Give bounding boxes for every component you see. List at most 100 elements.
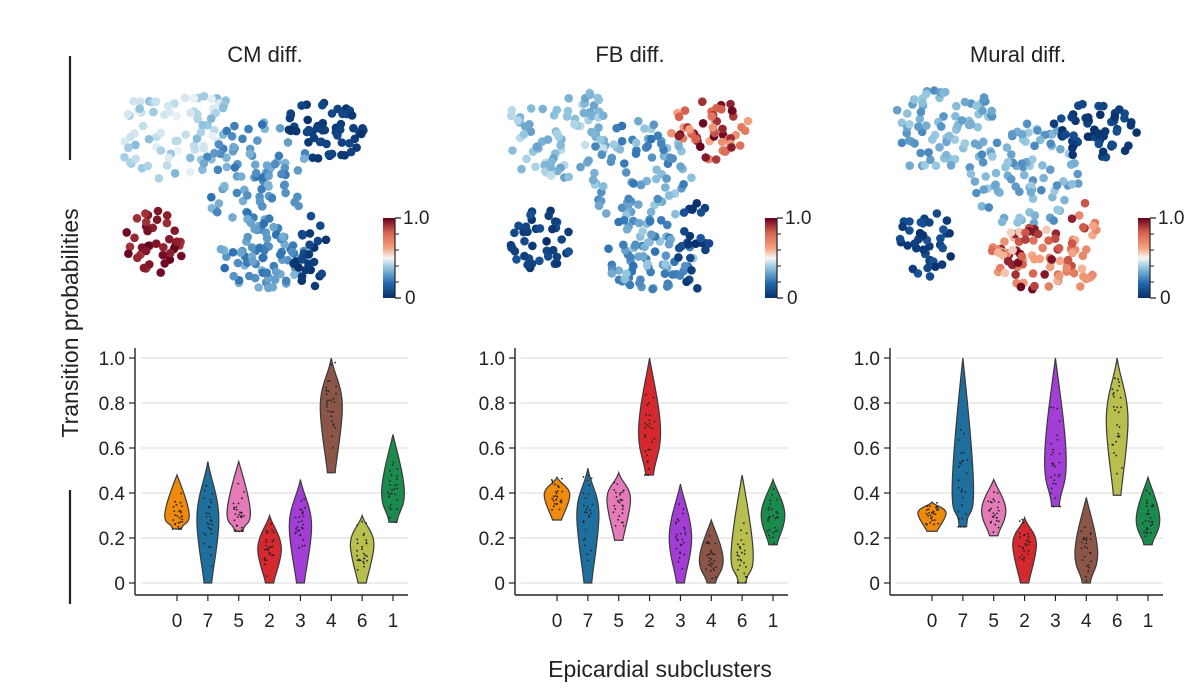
umap-cell xyxy=(1000,268,1010,278)
umap-cell xyxy=(290,270,299,280)
umap-cell xyxy=(535,224,545,233)
umap-cell xyxy=(165,234,174,244)
violin-point xyxy=(179,521,182,523)
umap-cell xyxy=(152,215,162,224)
violin-point xyxy=(621,508,624,511)
violin-point xyxy=(963,525,965,528)
umap-cell xyxy=(966,169,976,179)
umap-cell xyxy=(668,270,677,279)
violin-point xyxy=(677,520,680,522)
violin-point xyxy=(356,542,359,545)
violin-point xyxy=(242,515,245,517)
violin-point xyxy=(171,528,174,530)
violin-point xyxy=(742,543,745,546)
umap-cell xyxy=(625,280,635,290)
violin-point xyxy=(683,528,686,531)
violin-point xyxy=(1052,448,1054,451)
umap-cell xyxy=(318,100,327,110)
violin-plot: 00.20.40.60.81.00 7 5 2 3 4 6 1 xyxy=(854,348,1163,632)
umap-cell xyxy=(198,120,207,130)
violin-point xyxy=(1112,393,1114,396)
violin-point xyxy=(178,510,181,512)
umap-cell xyxy=(630,241,640,251)
violin-point xyxy=(928,505,931,508)
violin-point xyxy=(296,529,299,532)
violin-point xyxy=(736,554,739,556)
violin-point xyxy=(706,542,708,545)
violin-point xyxy=(774,530,777,533)
violin-point xyxy=(295,528,297,530)
violin-point xyxy=(646,454,648,457)
umap-cell xyxy=(320,125,330,135)
violin-point xyxy=(180,492,183,495)
umap-cell xyxy=(1098,147,1108,157)
violin-cluster-0 xyxy=(543,475,571,521)
violin-point xyxy=(177,526,180,528)
violin-point xyxy=(644,434,647,436)
violin-point xyxy=(708,535,711,537)
violin-cluster-2 xyxy=(637,357,662,476)
x-tick-label: 1 xyxy=(388,611,399,632)
umap-cell xyxy=(621,168,631,177)
umap-cell xyxy=(124,143,133,153)
umap-cell xyxy=(335,125,345,134)
umap-cell xyxy=(199,91,209,101)
violin-point xyxy=(966,459,969,461)
violin-point xyxy=(207,506,210,508)
umap-cell xyxy=(667,128,676,138)
violin-point xyxy=(271,540,274,543)
violin-point xyxy=(333,401,336,403)
violin-point xyxy=(1050,492,1052,494)
violin-point xyxy=(931,511,933,514)
violin-point xyxy=(643,474,646,476)
violin-cluster-5 xyxy=(606,470,632,541)
umap-cell xyxy=(1067,179,1077,189)
umap-cell xyxy=(991,168,1001,178)
umap-cell xyxy=(251,168,261,178)
violin-point xyxy=(743,549,746,552)
violin-point xyxy=(560,499,563,501)
umap-cell xyxy=(626,252,635,262)
umap-cell xyxy=(666,153,675,163)
violin-point xyxy=(361,548,363,550)
umap-cell xyxy=(143,161,153,171)
x-tick-label: 7 xyxy=(958,611,969,632)
umap-cell xyxy=(696,233,705,243)
umap-cell xyxy=(313,236,323,246)
violin-point xyxy=(210,520,213,523)
violin-point xyxy=(554,495,557,497)
umap-cell xyxy=(304,259,313,269)
umap-cell xyxy=(199,144,209,153)
umap-cell xyxy=(1046,139,1055,148)
violin-point xyxy=(210,565,213,567)
umap-cell xyxy=(903,109,912,118)
violin-point xyxy=(179,501,182,504)
umap-cell xyxy=(1021,235,1030,244)
violin-point xyxy=(586,479,589,482)
violin-point xyxy=(1027,549,1030,552)
umap-cell xyxy=(1054,243,1064,253)
umap-cell xyxy=(345,139,354,148)
umap-cell xyxy=(914,122,923,131)
umap-cell xyxy=(297,255,307,264)
umap-cell xyxy=(1120,146,1130,155)
umap-cell xyxy=(1030,141,1039,151)
violin-cluster-0 xyxy=(164,473,190,530)
umap-cell xyxy=(634,200,643,209)
violin-point xyxy=(174,500,176,503)
violin-point xyxy=(296,526,299,528)
violin-point xyxy=(613,481,616,484)
y-tick-label: 0.2 xyxy=(854,529,880,550)
umap-cell xyxy=(1077,264,1087,274)
violin-point xyxy=(1121,467,1123,469)
umap-cell xyxy=(136,97,145,107)
umap-cell xyxy=(685,231,695,241)
umap-cell xyxy=(546,162,555,171)
violin-point xyxy=(1117,411,1120,414)
umap-cell xyxy=(293,166,303,175)
violin-point xyxy=(1145,502,1148,504)
violin-point xyxy=(993,500,996,502)
violin-point xyxy=(775,510,778,513)
violin-point xyxy=(647,474,650,476)
y-tick-label: 0.4 xyxy=(99,484,126,505)
